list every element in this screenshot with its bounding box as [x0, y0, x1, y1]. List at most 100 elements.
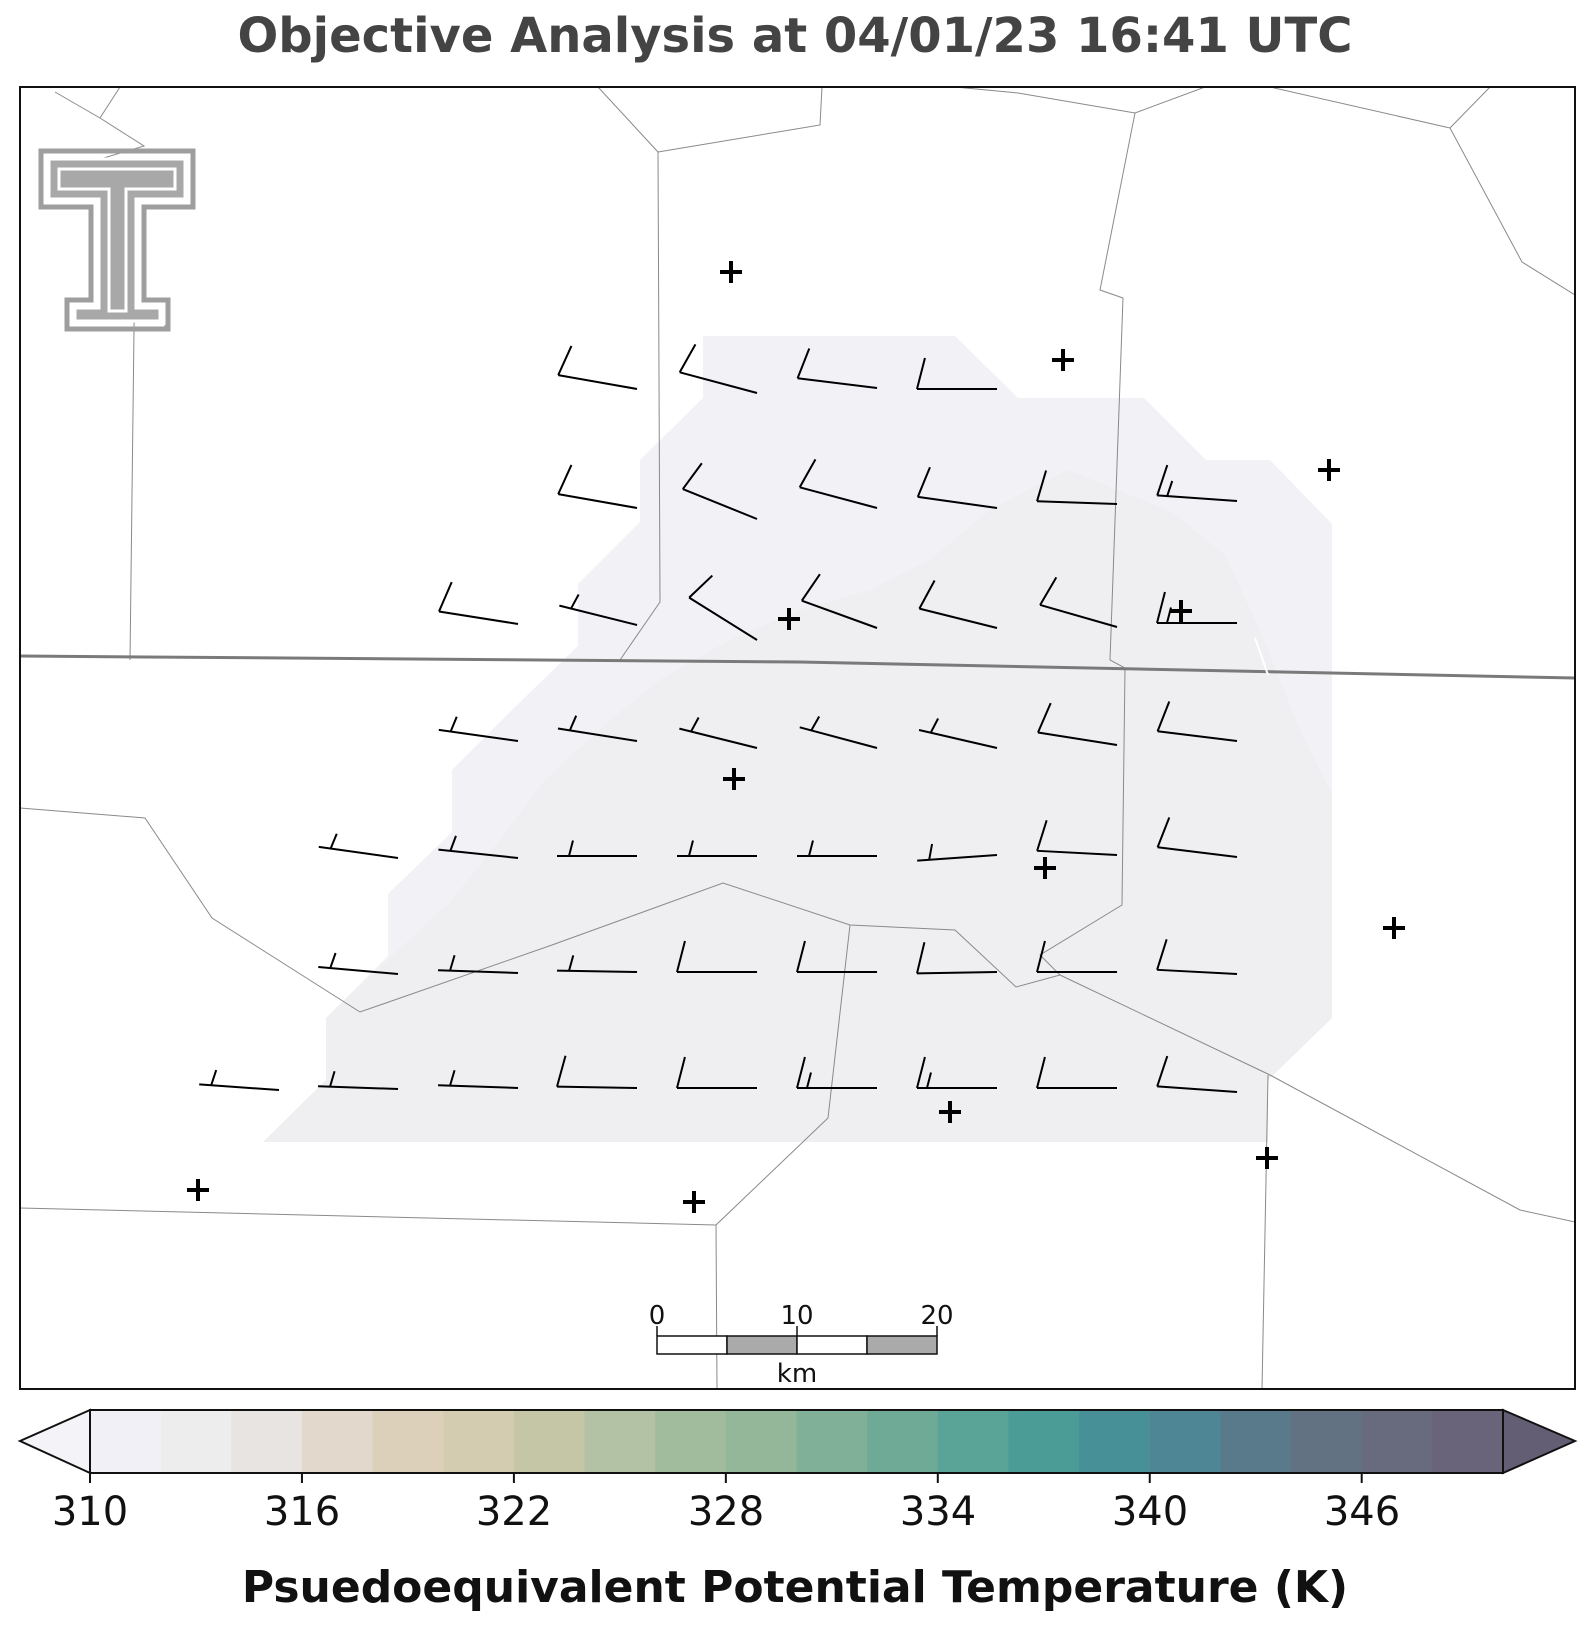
scale-tick-label: 20 — [920, 1301, 953, 1331]
wind-barb — [688, 574, 758, 641]
colorbar-cell — [160, 1410, 232, 1473]
colorbar-tick-label: 328 — [688, 1489, 764, 1535]
colorbar-cell — [231, 1410, 303, 1473]
wind-barb — [916, 942, 998, 975]
colorbar-cell — [1361, 1410, 1433, 1473]
wind-barb — [796, 1056, 877, 1089]
colorbar-cell — [513, 1410, 586, 1473]
colorbar-title: Psuedoequivalent Potential Temperature (… — [241, 1562, 1349, 1613]
wind-barb — [797, 840, 877, 857]
wind-barb — [916, 466, 998, 509]
station-marker — [1383, 917, 1405, 939]
station-marker — [1170, 600, 1192, 622]
station-marker — [1318, 459, 1340, 481]
wind-barb — [679, 716, 758, 749]
colorbar-cell — [584, 1410, 656, 1473]
station-marker — [187, 1179, 209, 1201]
colorbar-cell — [796, 1410, 868, 1473]
wind-barb — [800, 573, 878, 629]
colorbar-cell — [90, 1410, 162, 1473]
wind-barb — [916, 357, 997, 390]
colorbar-tick-label: 310 — [52, 1489, 128, 1535]
station-marker — [1034, 857, 1056, 879]
wind-barb — [557, 464, 638, 509]
wind-barb — [438, 954, 519, 974]
map-frame — [19, 86, 1576, 1390]
station-marker — [1052, 349, 1074, 371]
wind-barb — [1156, 701, 1238, 742]
colorbar-cell — [1220, 1410, 1292, 1473]
wind-barb — [798, 458, 878, 509]
wind-barb — [676, 1056, 757, 1089]
colorbar-cell — [443, 1410, 515, 1473]
texas-tech-double-t-logo — [38, 148, 196, 332]
wind-barb — [559, 593, 638, 626]
wind-barb — [1039, 576, 1118, 628]
station-marker — [723, 768, 745, 790]
colorbar-tick-label: 340 — [1112, 1489, 1188, 1535]
wind-barb — [438, 716, 519, 742]
page-title: Objective Analysis at 04/01/23 16:41 UTC — [237, 8, 1353, 64]
wind-barb — [557, 715, 638, 742]
colorbar-cell — [725, 1410, 798, 1473]
scale-tick-label: 10 — [780, 1301, 813, 1331]
colorbar-extend-max — [1502, 1408, 1578, 1475]
wind-barb — [438, 581, 519, 625]
station-marker — [720, 261, 742, 283]
colorbar-cell — [1079, 1410, 1151, 1473]
wind-barb — [199, 1069, 280, 1091]
colorbar-cell — [655, 1410, 727, 1473]
wind-barb — [1036, 819, 1118, 856]
colorbar-cell — [1149, 1410, 1221, 1473]
wind-barb — [917, 843, 998, 862]
wind-barb — [318, 1070, 399, 1090]
scale-unit-label: km — [777, 1359, 817, 1389]
colorbar-cell — [301, 1410, 374, 1473]
colorbar-cell — [937, 1410, 1010, 1473]
wind-barb — [318, 833, 399, 859]
station-markers — [187, 261, 1405, 1213]
station-marker — [778, 608, 800, 630]
wind-barb — [1156, 1055, 1238, 1093]
wind-barb — [918, 580, 998, 629]
station-marker — [1256, 1147, 1278, 1169]
field-region-inner — [263, 470, 1332, 1142]
wind-barb — [682, 462, 758, 520]
scale-bar: 0 10 20 km — [649, 1301, 954, 1389]
theta-e-field — [263, 336, 1332, 1142]
wind-barb — [557, 345, 638, 390]
colorbar-tick-label: 334 — [900, 1489, 976, 1535]
wind-barb — [556, 1055, 638, 1089]
colorbar-cell — [1008, 1410, 1080, 1473]
wind-barb — [918, 718, 998, 749]
wind-barb — [796, 348, 878, 389]
station-marker — [939, 1101, 961, 1123]
wind-barb — [678, 343, 758, 394]
wind-barb — [1036, 940, 1117, 973]
wind-barb — [676, 940, 757, 973]
wind-barb — [438, 1069, 519, 1089]
colorbar-cell — [1432, 1410, 1504, 1473]
scale-tick-label: 0 — [649, 1301, 666, 1331]
wind-barb — [1037, 702, 1118, 746]
wind-barb — [799, 715, 878, 749]
colorbar-tick-label: 322 — [476, 1489, 552, 1535]
wind-barb — [556, 955, 638, 973]
wind-barb — [1036, 1056, 1117, 1089]
colorbar-cell — [867, 1410, 939, 1473]
station-marker — [683, 1191, 705, 1213]
wind-barbs — [199, 343, 1238, 1093]
colorbar-extend-min — [17, 1408, 91, 1475]
colorbar-cell — [372, 1410, 444, 1473]
wind-barb — [1156, 938, 1238, 975]
wind-barb — [557, 840, 637, 857]
colorbar-cell — [1291, 1410, 1363, 1473]
wind-barb — [677, 840, 757, 857]
wind-barb — [438, 835, 519, 859]
colorbar-tick-label: 346 — [1324, 1489, 1400, 1535]
wind-barb — [1156, 464, 1238, 502]
colorbar-tick-label: 316 — [264, 1489, 340, 1535]
wind-barb — [796, 940, 877, 973]
wind-barb — [318, 952, 399, 975]
wind-barb — [1036, 470, 1118, 505]
